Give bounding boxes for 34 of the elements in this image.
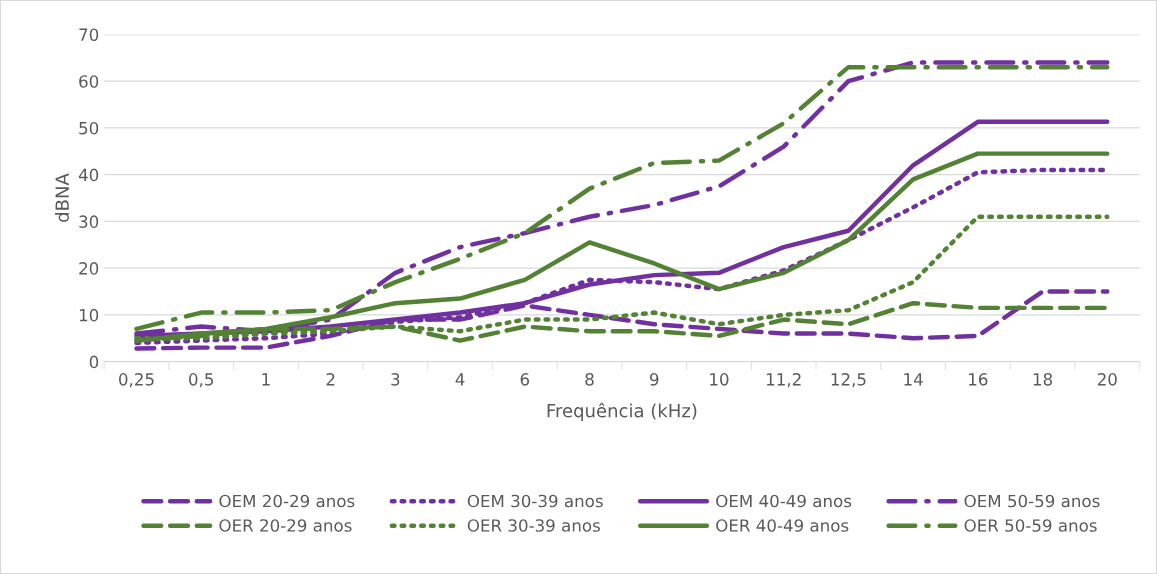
y-tick-label: 30 [79,215,99,228]
x-tick-label: 6 [520,373,530,386]
legend-label: OEM 50-59 anos [964,494,1100,508]
y-tick-label: 20 [79,262,99,275]
legend-label: OEM 20-29 anos [219,494,355,508]
legend-label: OER 30-39 anos [467,519,600,532]
y-tick-label: 40 [78,168,99,182]
x-tick-label: 16 [969,373,988,386]
y-tick-label: 70 [79,28,99,42]
legend-label: OEM 30-39 anos [467,494,603,508]
x-tick-label: 10 [710,373,729,386]
x-tick-label: 14 [904,373,923,386]
x-tick-label: 12,5 [831,373,866,388]
y-tick-label: 50 [79,121,99,135]
x-tick-label: 2 [326,373,335,386]
x-tick-label: 18 [1033,373,1053,386]
x-tick-label: 0,25 [119,373,154,388]
y-axis-title: dBNA [55,173,70,222]
legend-label: OER 40-49 anos [716,519,849,532]
legend-label: OER 20-29 anos [219,519,352,532]
x-axis-title: Frequência (kHz) [547,402,697,421]
legend-label: OEM 40-49 anos [716,494,852,508]
y-tick-label: 0 [89,355,99,369]
x-tick-label: 0,5 [189,373,214,388]
legend-label: OER 50-59 anos [964,519,1097,532]
x-tick-label: 4 [455,373,465,386]
y-tick-label: 10 [79,308,99,322]
x-tick-label: 9 [649,373,659,386]
x-tick-label: 11,2 [766,373,801,388]
x-tick-label: 20 [1097,373,1117,386]
x-tick-label: 8 [585,373,594,386]
x-tick-label: 3 [391,373,400,386]
y-tick-label: 60 [79,75,99,88]
x-tick-label: 1 [262,373,270,386]
